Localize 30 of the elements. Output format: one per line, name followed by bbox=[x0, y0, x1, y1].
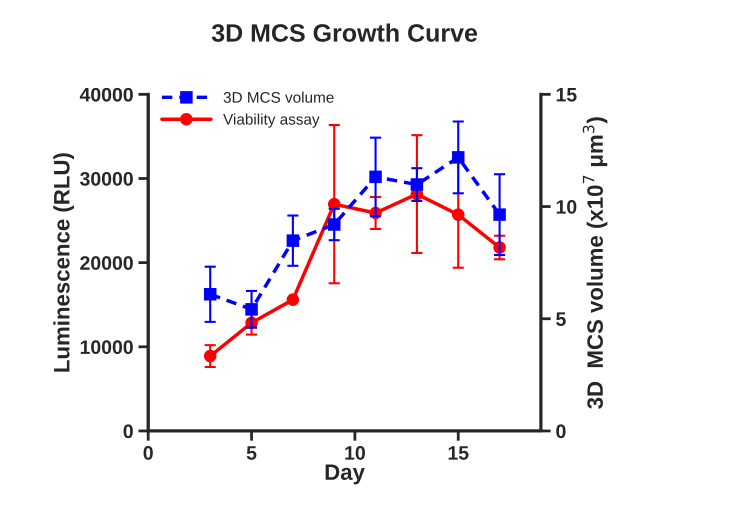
point bbox=[452, 208, 464, 221]
chart-title: 3D MCS Growth Curve bbox=[212, 23, 478, 42]
y2-axis-title: 3D MCS volume (x10$^{7}$ μm$^{3}$) bbox=[582, 117, 608, 409]
point bbox=[369, 170, 382, 184]
point bbox=[204, 350, 216, 362]
y-axis-title: Luminescence (RLU) bbox=[53, 153, 74, 372]
point bbox=[452, 151, 464, 164]
y-tick-label: 20000 bbox=[80, 256, 133, 270]
y-tick-label: 30000 bbox=[80, 172, 133, 186]
legend-label: Viability assay bbox=[223, 113, 320, 128]
point bbox=[493, 208, 506, 221]
y2-tick-label: 5 bbox=[556, 312, 566, 326]
point bbox=[245, 303, 258, 316]
y2-tick-label: 0 bbox=[556, 424, 566, 438]
point bbox=[328, 218, 340, 231]
y2-tick-label: 15 bbox=[556, 88, 577, 102]
x-tick-label: 5 bbox=[246, 446, 256, 460]
point bbox=[286, 234, 300, 247]
legend-label: 3D MCS volume bbox=[224, 92, 334, 103]
point bbox=[204, 288, 216, 301]
y-tick-label: 40000 bbox=[80, 88, 133, 102]
x-tick-label: 15 bbox=[448, 446, 469, 460]
point bbox=[286, 293, 300, 306]
x-tick-label: 10 bbox=[345, 446, 365, 460]
y2-tick-label: 10 bbox=[556, 200, 576, 214]
point bbox=[410, 178, 424, 191]
y-tick-label: 10000 bbox=[80, 340, 133, 354]
y-tick-label: 0 bbox=[124, 424, 133, 438]
x-axis-title: Day bbox=[326, 464, 365, 484]
x-tick-label: 0 bbox=[144, 446, 153, 460]
